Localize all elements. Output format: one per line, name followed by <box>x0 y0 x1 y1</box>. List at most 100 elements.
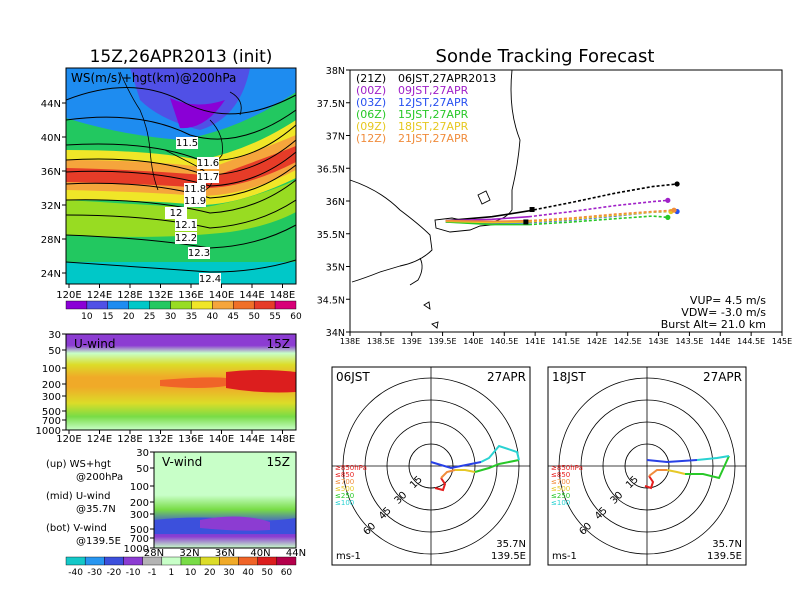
main-title: Sonde Tracking Forecast <box>436 46 655 67</box>
map-x-tick-label: 141.5E <box>552 337 580 346</box>
track-legend: (21Z) 06JST,27APR2013 (00Z) 09JST,27APR (03Z… <box>356 72 496 145</box>
hodo-legend-item: ≤100 <box>335 499 354 507</box>
wind-colorbar-label: 30 <box>223 568 235 578</box>
wind-colorbar-label: -30 <box>87 568 102 578</box>
upper-x-tick-label: 140E <box>209 290 234 301</box>
u-x-tick-label: 132E <box>148 434 173 445</box>
hodo-lon: 139.5E <box>707 551 742 562</box>
u-x-ticks: 120E 124E 128E 132E 136E 140E 144E 148E <box>56 430 295 445</box>
contour-label: 11.8 <box>184 184 206 195</box>
hodo-trace <box>455 469 476 473</box>
track-descent-3 <box>528 215 668 226</box>
contour-label: 12 <box>170 208 183 219</box>
upper-y-ticks: 44N 40N 36N 32N 28N 24N <box>41 99 66 280</box>
speed-colorbar-swatch <box>233 300 255 310</box>
map-x-tick-label: 139E <box>402 337 422 346</box>
wind-colorbar-label: -20 <box>107 568 122 578</box>
v-y-tick-label: 30 <box>136 448 149 459</box>
hodo-trace <box>666 469 686 475</box>
wind-colorbar-swatch <box>142 556 163 566</box>
hodo-legend-item: ≤700 <box>335 478 354 486</box>
hodo-legend-item: ≤500 <box>551 485 570 493</box>
map-y-tick-label: 34.5N <box>317 295 345 306</box>
speed-colorbar-swatch <box>149 300 171 310</box>
hodo-time: 06JST <box>336 370 370 384</box>
wind-colorbar-swatch <box>238 556 258 566</box>
track-descent-5 <box>528 209 675 222</box>
track-ascent-3 <box>445 221 529 226</box>
wind-colorbar-label: 60 <box>281 568 293 578</box>
upper-y-tick-label: 32N <box>41 201 61 212</box>
speed-colorbar-label: 30 <box>165 312 177 322</box>
u-y-tick-label: 500 <box>42 407 61 418</box>
upper-y-tick-label: 28N <box>41 235 61 246</box>
param-vdw: VDW= -3.0 m/s <box>681 306 766 319</box>
contour-label-box <box>175 232 197 244</box>
map-y-tick-label: 37N <box>326 132 345 143</box>
map-y-tick-label: 37.5N <box>317 99 345 110</box>
hodo-time: 18JST <box>552 370 586 384</box>
sonde-tracks <box>445 181 680 226</box>
speed-colorbar-swatch <box>86 300 109 310</box>
u-y-tick-label: 200 <box>42 380 61 391</box>
u-y-tick-label: 50 <box>48 346 61 357</box>
legend-code: (21Z) <box>356 72 386 85</box>
track-descent-1 <box>528 199 668 218</box>
u-x-tick-label: 124E <box>87 434 112 445</box>
legend-time: 06JST,27APR2013 <box>398 72 496 85</box>
contour-label-box <box>199 273 221 285</box>
u-y-tick-label: 1000 <box>36 426 61 437</box>
u-x-tick-label: 120E <box>56 434 81 445</box>
map-x-ticks: 138E 138.5E 139E 139.5E 140E 140.5E 141E 141.5E… <box>340 332 792 346</box>
contour-label: 11.7 <box>197 172 219 183</box>
speed-colorbar-label: 10 <box>81 312 93 322</box>
hodo-trace <box>474 459 520 473</box>
wind-colorbar-label: -1 <box>148 568 157 578</box>
note-up: (up) WS+hgt <box>46 459 111 470</box>
panel-notes: (up) WS+hgt @200hPa (mid) U-wind @35.7N … <box>46 459 123 547</box>
v-y-tick-label: 300 <box>130 510 149 521</box>
v-x-tick-label: 32N <box>179 548 199 559</box>
legend-time: 12JST,27APR <box>398 96 469 109</box>
v-y-tick-label: 500 <box>130 525 149 536</box>
sonde-params: VUP= 4.5 m/s VDW= -3.0 m/s Burst Alt= 21… <box>661 294 767 331</box>
v-x-tick-label: 36N <box>215 548 235 559</box>
hodo-legend-item: ≤700 <box>551 478 570 486</box>
burst-marker <box>529 207 535 213</box>
speed-colorbar-swatch <box>191 300 213 310</box>
wind-colorbar-swatch <box>199 556 220 566</box>
speed-colorbar-label: 25 <box>144 312 155 322</box>
speed-colorbar-label: 45 <box>228 312 239 322</box>
contour-label: 12.2 <box>175 233 197 244</box>
wind-colorbar-label: 1 <box>169 568 175 578</box>
wind-colorbar-swatch <box>257 556 278 566</box>
map-x-tick-label: 143.5E <box>675 337 703 346</box>
hodo-unit: ms-1 <box>336 551 361 562</box>
legend-time: 18JST,27APR <box>398 120 469 133</box>
u-y-tick-label: 30 <box>48 330 61 341</box>
speed-colorbar-swatch <box>274 300 297 310</box>
map-y-tick-label: 36.5N <box>317 164 345 175</box>
hodo-trace <box>696 455 730 461</box>
v-x-tick-label: 44N <box>286 548 306 559</box>
map-x-tick-label: 142E <box>587 337 607 346</box>
u-x-tick-label: 140E <box>209 434 234 445</box>
v-x-tick-label: 40N <box>250 548 270 559</box>
speed-colorbar-swatch <box>65 300 88 310</box>
track-descent-4 <box>528 210 671 223</box>
map-y-tick-label: 35.5N <box>317 230 345 241</box>
upper-x-tick-label: 128E <box>117 290 142 301</box>
speed-colorbar-label: 35 <box>186 312 197 322</box>
wind-colorbar-swatch <box>84 556 105 566</box>
hodo-legend-item: ≤850 <box>335 471 354 479</box>
v-panel-label: V-wind <box>162 455 202 469</box>
contour-label: 12.1 <box>175 220 197 231</box>
speed-colorbar-swatch <box>170 300 192 310</box>
u-x-tick-label: 148E <box>270 434 295 445</box>
u-y-tick-label: 700 <box>42 416 61 427</box>
v-y-tick-label: 700 <box>130 534 149 545</box>
track-landing-point <box>671 207 677 213</box>
